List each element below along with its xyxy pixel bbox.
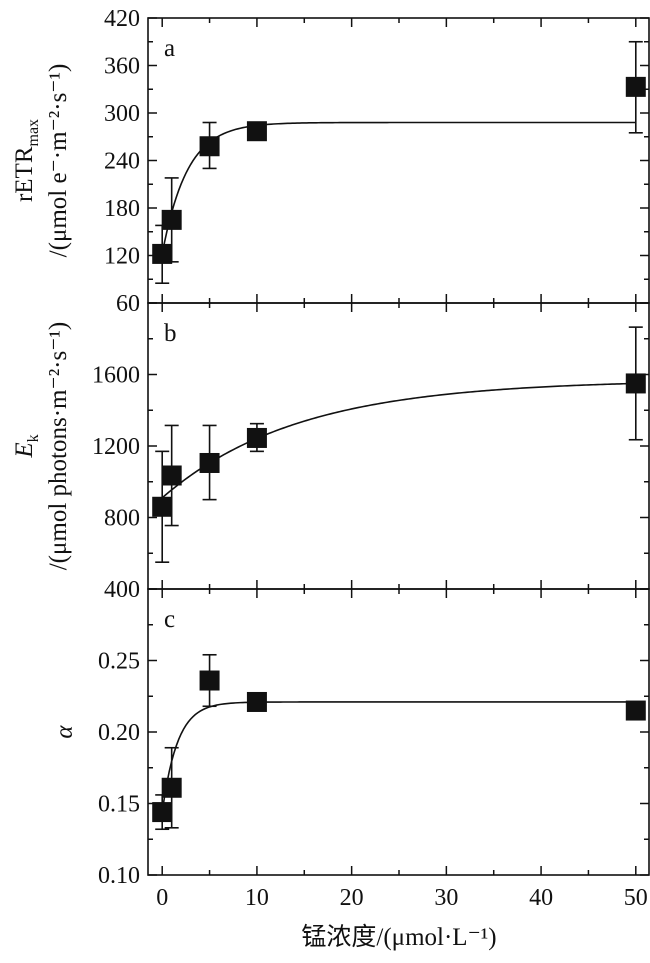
y-tick-label: 0.25 xyxy=(98,649,140,675)
x-tick-label: 40 xyxy=(529,885,553,911)
fit-curve xyxy=(161,701,636,813)
data-point xyxy=(161,465,182,486)
x-tick-label: 10 xyxy=(245,885,269,911)
data-point xyxy=(246,121,267,142)
panel-frame xyxy=(147,302,650,590)
x-axis-title: 锰浓度/(μmol·L⁻¹) xyxy=(301,923,496,951)
x-tick-label: 0 xyxy=(156,885,168,911)
y-axis-unit: /(μmol e⁻·m⁻²·s⁻¹) xyxy=(45,64,72,258)
y-tick-label: 420 xyxy=(104,6,140,32)
y-axis-title: α xyxy=(51,725,78,739)
data-point xyxy=(246,691,267,712)
data-point xyxy=(152,496,173,517)
y-tick-label: 0.20 xyxy=(98,720,140,746)
data-point xyxy=(152,243,173,264)
data-point xyxy=(161,777,182,798)
fit-curve xyxy=(161,382,636,499)
data-point xyxy=(625,373,646,394)
y-tick-label: 180 xyxy=(104,196,140,222)
panel-letter: a xyxy=(164,35,175,62)
data-point xyxy=(199,452,220,473)
data-point xyxy=(161,209,182,230)
y-tick-label: 60 xyxy=(116,291,140,317)
y-tick-label: 1200 xyxy=(92,434,140,460)
panel-letter: c xyxy=(164,606,175,633)
y-tick-label: 400 xyxy=(104,577,140,603)
data-point xyxy=(625,76,646,97)
y-tick-label: 0.10 xyxy=(98,863,140,889)
y-axis-title: rETRmax xyxy=(11,119,42,202)
y-tick-label: 120 xyxy=(104,244,140,270)
panel-frame xyxy=(147,588,650,876)
y-tick-label: 0.15 xyxy=(98,792,140,818)
panel-letter: b xyxy=(164,320,177,347)
panel-b: b 400 800 1200 1600 /(μmol photons·m⁻²·s⁻¹)Ek xyxy=(11,302,650,603)
y-tick-label: 240 xyxy=(104,149,140,175)
panel-a: a 60 120 180 240 300 360 420 /(μmol e⁻·m⁻²·s⁻¹)r… xyxy=(11,6,650,317)
data-point xyxy=(199,670,220,691)
panel-frame xyxy=(147,17,650,304)
data-point xyxy=(246,427,267,448)
x-tick-label: 20 xyxy=(340,885,364,911)
data-point xyxy=(625,700,646,721)
y-tick-label: 360 xyxy=(104,54,140,80)
panel-c: c 0.10 0.15 0.20 0.25 α 0 10 20 30 40 50 锰浓度/(μmol·L… xyxy=(51,588,650,951)
y-tick-label: 300 xyxy=(104,101,140,127)
x-tick-label: 30 xyxy=(434,885,458,911)
y-axis-unit: /(μmol photons·m⁻²·s⁻¹) xyxy=(45,322,72,571)
x-tick-label: 50 xyxy=(624,885,648,911)
y-tick-label: 1600 xyxy=(92,363,140,389)
data-point xyxy=(199,136,220,157)
data-point xyxy=(152,802,173,823)
fit-curve xyxy=(161,121,636,255)
y-tick-label: 800 xyxy=(104,506,140,532)
y-axis-title: Ek xyxy=(11,434,42,458)
